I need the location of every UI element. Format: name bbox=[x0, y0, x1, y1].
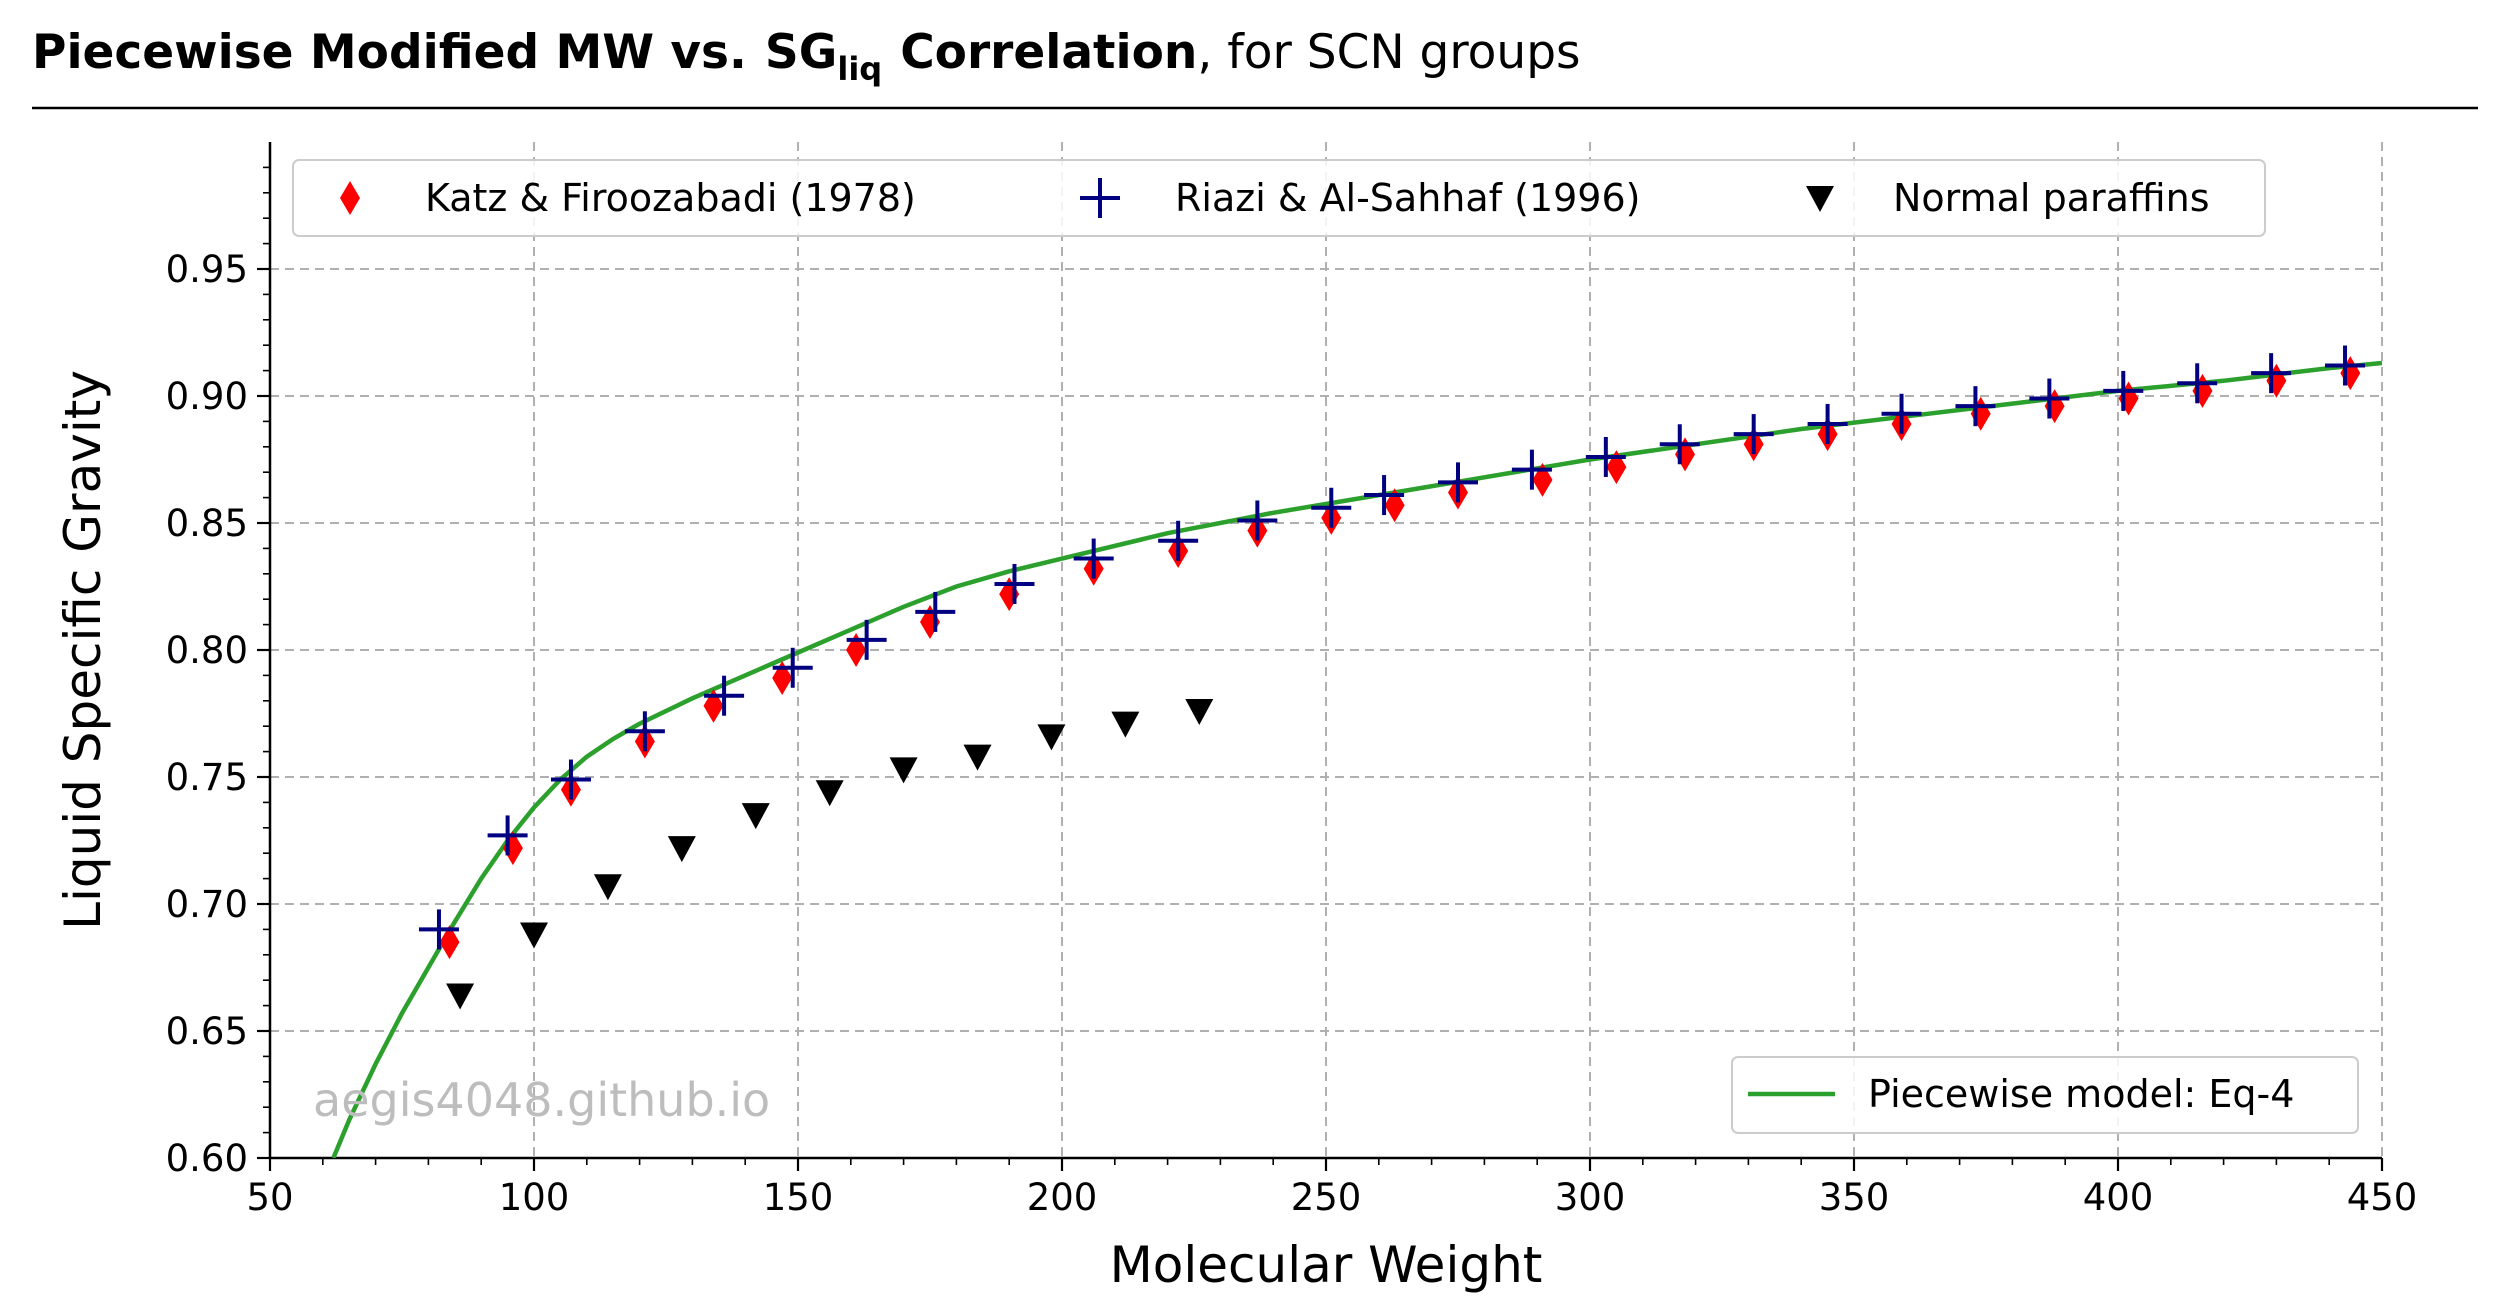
x-tick-label: 50 bbox=[246, 1176, 293, 1219]
data-point-plus bbox=[2325, 345, 2366, 386]
data-point-triangle-down bbox=[520, 922, 548, 949]
data-point-plus bbox=[1311, 487, 1352, 528]
title-bold-correlation: Correlation bbox=[900, 25, 1197, 80]
data-point-plus bbox=[846, 619, 887, 660]
grid bbox=[269, 142, 2383, 1159]
data-point-triangle-down bbox=[667, 836, 696, 863]
data-point-plus bbox=[1659, 424, 1700, 465]
y-tick-label: 0.80 bbox=[166, 629, 248, 672]
model-line bbox=[331, 360, 2382, 1158]
x-tick-label: 200 bbox=[1027, 1176, 1098, 1219]
data-point-plus bbox=[1237, 500, 1278, 541]
data-point-triangle-down bbox=[1185, 698, 1214, 725]
x-tick-label: 250 bbox=[1291, 1176, 1362, 1219]
x-tick-label: 350 bbox=[1819, 1176, 1890, 1219]
data-point-plus bbox=[418, 909, 459, 950]
legend-marker-triangle-down bbox=[1806, 186, 1834, 212]
y-axis-label: Liquid Specific Gravity bbox=[54, 370, 112, 930]
legend-bottom-frame bbox=[1731, 1056, 2359, 1134]
x-tick-label: 450 bbox=[2347, 1176, 2418, 1219]
data-point-plus bbox=[550, 759, 591, 800]
data-point-plus bbox=[1955, 386, 1996, 427]
data-point-triangle-down bbox=[963, 744, 992, 771]
data-point-plus bbox=[1733, 414, 1774, 455]
data-point-thin-diamond bbox=[439, 925, 460, 960]
y-tick-label: 0.90 bbox=[166, 375, 248, 418]
x-tick-label: 100 bbox=[499, 1176, 570, 1219]
legend-bottom: Piecewise model: Eq-4 bbox=[1731, 1056, 2359, 1134]
y-tick-label: 0.70 bbox=[166, 883, 248, 926]
data-point-plus bbox=[1807, 403, 1848, 444]
data-point-triangle-down bbox=[593, 874, 622, 901]
data-point-triangle-down bbox=[1111, 711, 1140, 738]
ticks: 50 100 150 200 250 300 350 400 450 0.60 0.65 0.70 0.… bbox=[166, 166, 2418, 1219]
legend-model-label: Piecewise model: Eq-4 bbox=[1868, 1072, 2294, 1116]
data-point-plus bbox=[2251, 353, 2292, 394]
model-line-path bbox=[331, 360, 2382, 1158]
legend-top: Katz & Firoozabadi (1978) Riazi & Al-Sahh… bbox=[292, 159, 2266, 237]
data-point-plus bbox=[915, 591, 956, 632]
legend-marker-plus bbox=[1080, 178, 1120, 218]
data-markers bbox=[418, 345, 2366, 1010]
legend-label: Riazi & Al-Sahhaf (1996) bbox=[1175, 176, 1640, 220]
title-bold-part: Piecewise Modified MW vs. bbox=[32, 25, 747, 80]
x-axis-label: Molecular Weight bbox=[1110, 1236, 1543, 1294]
data-point-triangle-down bbox=[1037, 724, 1066, 751]
y-tick-label: 0.95 bbox=[166, 248, 248, 291]
data-point-plus bbox=[1585, 436, 1626, 477]
data-point-plus bbox=[704, 675, 745, 716]
data-point-plus bbox=[2103, 370, 2144, 411]
y-tick-label: 0.75 bbox=[166, 756, 248, 799]
title-rest: , for SCN groups bbox=[1197, 25, 1580, 80]
data-point-plus bbox=[994, 563, 1035, 604]
legend-label: Katz & Firoozabadi (1978) bbox=[425, 176, 916, 220]
data-point-plus bbox=[1158, 520, 1199, 561]
title-sg-subscript: liq bbox=[837, 50, 882, 88]
data-point-plus bbox=[487, 815, 528, 856]
data-point-plus bbox=[772, 647, 813, 688]
data-point-plus bbox=[624, 711, 665, 752]
data-point-triangle-down bbox=[815, 780, 844, 807]
legend-marker-thin-diamond bbox=[340, 181, 360, 215]
data-point-plus bbox=[2029, 378, 2070, 419]
title-sg: SG bbox=[765, 25, 837, 80]
y-tick-label: 0.65 bbox=[166, 1010, 248, 1053]
data-point-triangle-down bbox=[446, 983, 475, 1010]
data-point-plus bbox=[1438, 462, 1478, 503]
x-tick-label: 400 bbox=[2083, 1176, 2154, 1219]
data-point-triangle-down bbox=[741, 803, 770, 830]
watermark: aegis4048.github.io bbox=[313, 1073, 770, 1127]
legend-top-frame bbox=[292, 159, 2266, 237]
data-point-plus bbox=[1511, 449, 1552, 490]
data-point-plus bbox=[1364, 475, 1405, 516]
y-tick-label: 0.60 bbox=[166, 1137, 248, 1180]
data-point-plus bbox=[1881, 393, 1922, 434]
x-tick-label: 150 bbox=[763, 1176, 834, 1219]
x-tick-label: 300 bbox=[1555, 1176, 1626, 1219]
legend-label: Normal paraffins bbox=[1893, 176, 2210, 220]
chart-title: Piecewise Modified MW vs. SGliq Correlatio… bbox=[32, 25, 1581, 88]
data-point-plus bbox=[1073, 538, 1114, 579]
data-point-triangle-down bbox=[889, 757, 918, 784]
y-tick-label: 0.85 bbox=[166, 502, 248, 545]
data-point-plus bbox=[2177, 363, 2218, 404]
